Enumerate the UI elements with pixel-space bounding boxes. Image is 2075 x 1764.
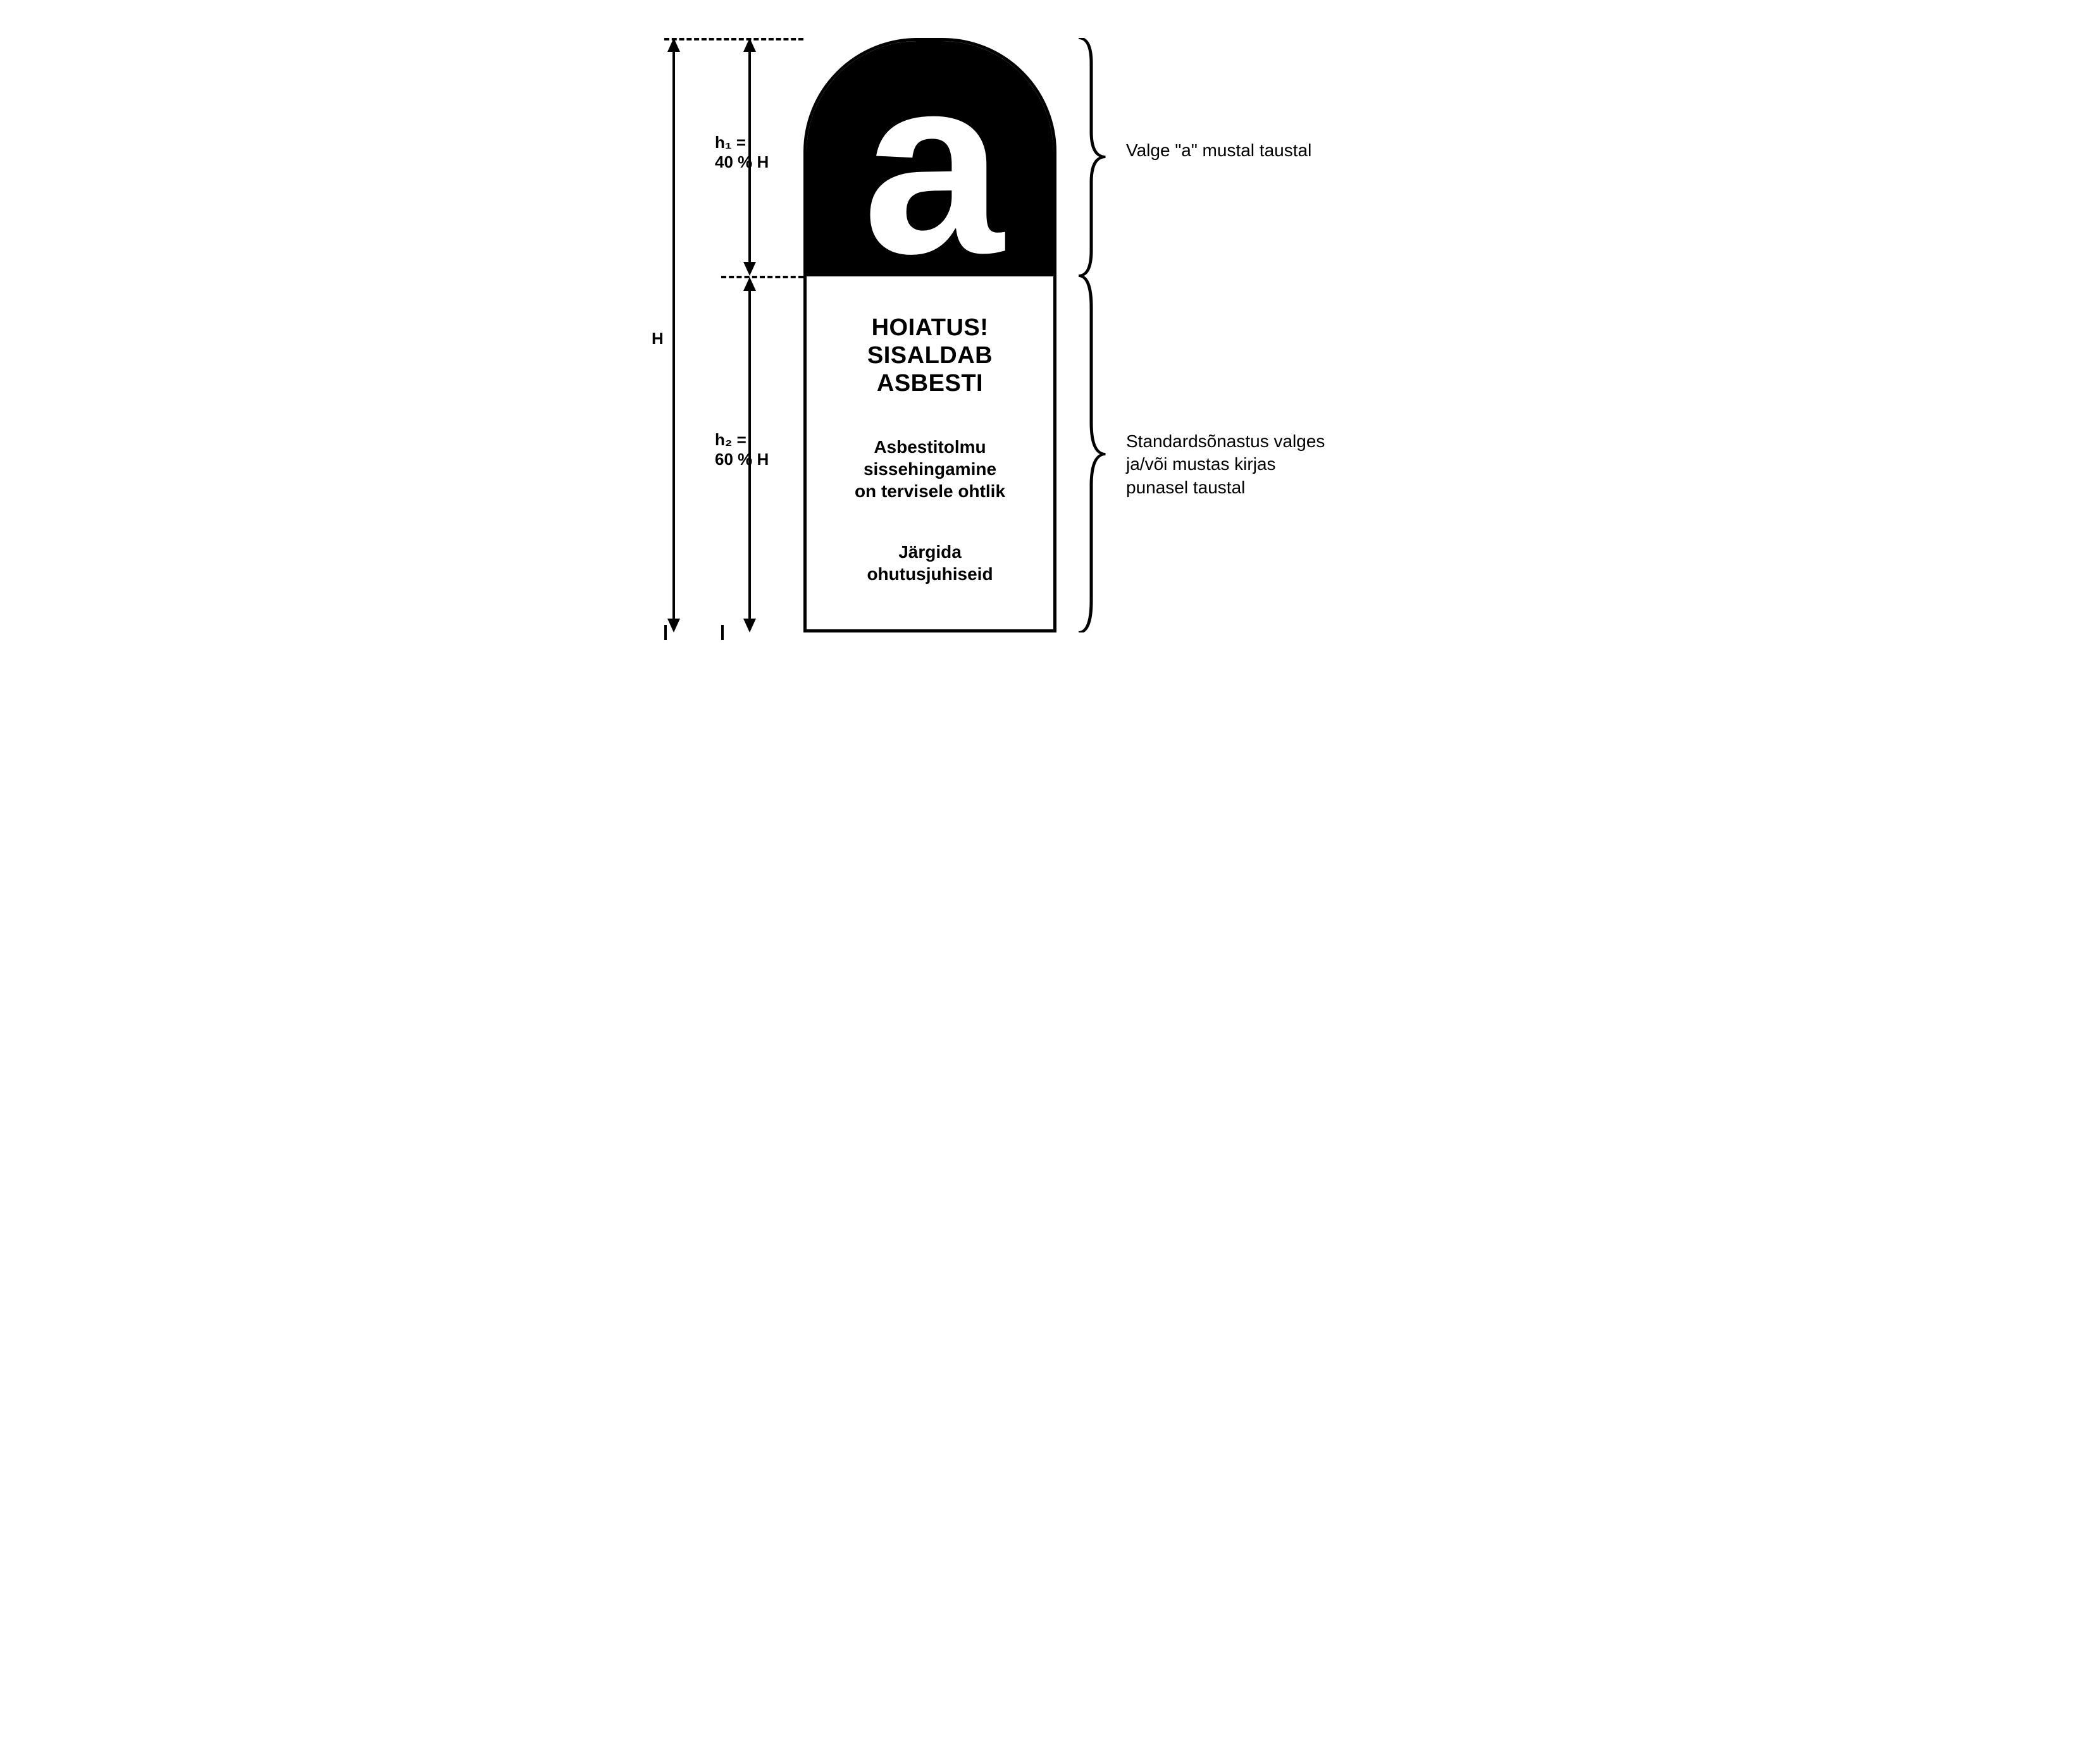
arrow-down-icon — [743, 262, 756, 276]
annotation-bottom: Standardsõnastus valges ja/või mustas ki… — [1126, 430, 1329, 499]
warning-body-1: Asbestitolmu sissehingamine on tervisele… — [814, 436, 1046, 502]
dimension-h2-label: h₂ = 60 % H — [715, 430, 769, 469]
dimension-h1-h2 — [715, 38, 784, 632]
brace-top — [1075, 38, 1107, 276]
label-top-panel: a — [807, 41, 1053, 276]
label-bottom-panel: HOIATUS! SISALDAB ASBESTI Asbestitolmu s… — [807, 276, 1053, 629]
asbestos-label-diagram: H h₁ = 40 % H h₂ = 60 % H a HOIATUS! SIS… — [658, 25, 1417, 670]
warning-body-2: Järgida ohutusjuhiseid — [814, 541, 1046, 585]
symbol-letter-a: a — [807, 41, 1053, 276]
warning-label: a HOIATUS! SISALDAB ASBESTI Asbestitolmu… — [803, 38, 1056, 632]
brace-bottom — [1075, 276, 1107, 632]
warning-headline: HOIATUS! SISALDAB ASBESTI — [814, 314, 1046, 397]
arrow-down-icon — [667, 619, 680, 632]
dimension-h1-label: h₁ = 40 % H — [715, 133, 769, 172]
annotation-top: Valge "a" mustal taustal — [1126, 139, 1316, 162]
arrow-down-icon — [743, 619, 756, 632]
dimension-H-label: H — [652, 329, 664, 348]
